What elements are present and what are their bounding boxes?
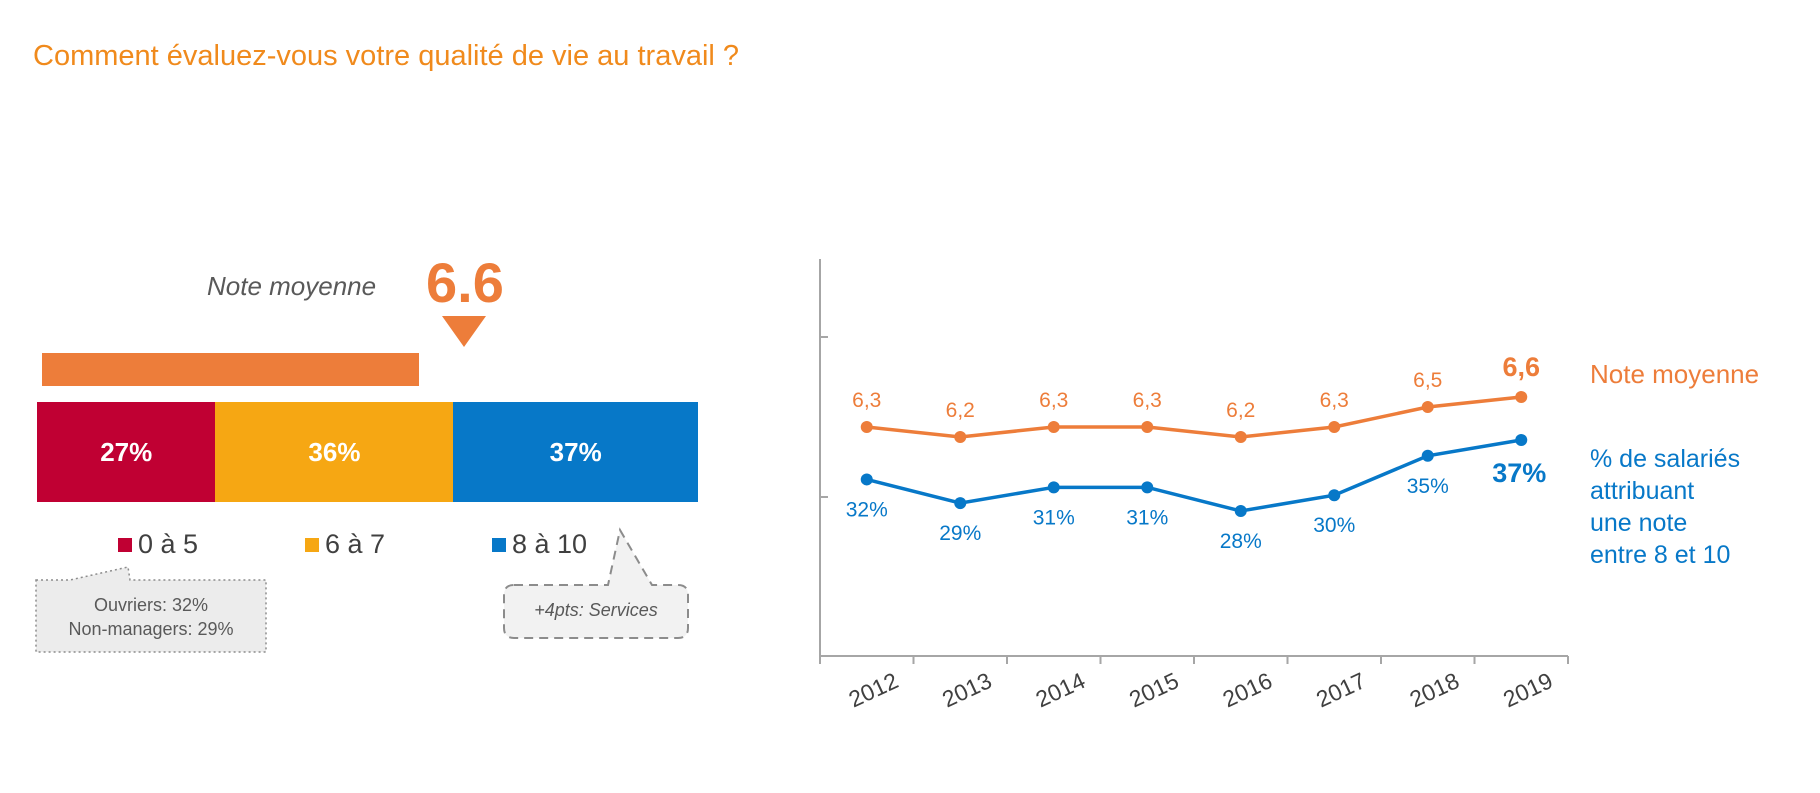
note-moyenne-point	[1234, 431, 1247, 443]
percent-8-10-point	[860, 473, 873, 486]
legend-swatch-yellow	[305, 537, 319, 552]
note-moyenne-line	[866, 395, 1522, 439]
x-tick-label: 2017	[1312, 667, 1369, 712]
legend-label: 0 à 5	[138, 529, 199, 559]
page-title: Comment évaluez-vous votre qualité de vi…	[33, 40, 740, 72]
percent-8-10-data-label: 30%	[1313, 514, 1355, 537]
note-moyenne-data-label: 6,2	[946, 399, 975, 422]
percent-8-10-data-label: 32%	[846, 498, 888, 521]
stacked-bar-segment-6-7: 36%	[215, 402, 454, 502]
percent-8-10-data-label: 31%	[1033, 506, 1075, 529]
legend-item-6-7: 6 à 7	[305, 529, 385, 560]
note-moyenne-point	[1141, 421, 1154, 433]
percent-8-10-data-label: 31%	[1126, 506, 1168, 529]
legend-swatch-red	[118, 537, 132, 552]
percent-8-10-point	[1047, 481, 1060, 494]
legend-swatch-blue	[492, 537, 506, 552]
x-tick-label: 2018	[1406, 667, 1463, 712]
percent-8-10-point	[954, 497, 967, 510]
note-moyenne-data-label: 6,6	[1502, 352, 1540, 382]
note-moyenne-data-label: 6,2	[1226, 399, 1255, 422]
note-moyenne-point	[954, 431, 967, 443]
note-moyenne-data-label: 6,5	[1413, 369, 1442, 392]
callout-left-line2: Non-managers: 29%	[68, 619, 234, 639]
average-score-value: 6.6	[426, 251, 504, 314]
percent-8-10-point	[1328, 489, 1341, 502]
average-marker-icon	[442, 316, 486, 347]
callout-right-bubble	[503, 527, 689, 639]
series-label-percent-8-10: % de salariés attribuant une note entre …	[1590, 443, 1740, 571]
legend-label: 8 à 10	[512, 529, 588, 559]
percent-8-10-data-label: 29%	[939, 522, 981, 545]
legend-label: 6 à 7	[325, 529, 386, 559]
note-moyenne-data-label: 6,3	[1320, 389, 1349, 412]
series-label-note-moyenne: Note moyenne	[1590, 359, 1760, 389]
x-tick-label: 2019	[1499, 667, 1556, 712]
note-moyenne-point	[1421, 401, 1434, 413]
stacked-bar: 27% 36% 37%	[37, 402, 698, 502]
x-tick-label: 2012	[845, 667, 902, 712]
legend-item-0-5: 0 à 5	[118, 529, 198, 560]
stacked-bar-segment-8-10: 37%	[453, 402, 698, 502]
x-tick-label: 2013	[938, 667, 995, 712]
callout-left: Ouvriers: 32% Non-managers: 29%	[36, 593, 266, 641]
x-tick-label: 2016	[1219, 667, 1276, 712]
percent-8-10-point	[1234, 505, 1247, 517]
average-score-bar	[42, 353, 419, 386]
average-score-label: Note moyenne	[207, 271, 377, 301]
callout-left-line1: Ouvriers: 32%	[93, 595, 209, 615]
series-label-line: entre 8 et 10	[1590, 541, 1731, 569]
series-label-line: % de salariés	[1590, 445, 1741, 473]
percent-8-10-data-label: 37%	[1492, 458, 1546, 488]
percent-8-10-point	[1421, 449, 1434, 462]
series-label-line: attribuant	[1590, 477, 1695, 505]
percent-8-10-data-label: 28%	[1220, 530, 1262, 553]
callout-left-bubble	[35, 566, 267, 653]
percent-8-10-line	[866, 438, 1522, 513]
x-tick-label: 2015	[1125, 667, 1182, 712]
series-label-line: une note	[1590, 509, 1688, 537]
percent-8-10-point	[1141, 481, 1154, 494]
note-moyenne-point	[1328, 421, 1341, 433]
note-moyenne-point	[1047, 421, 1060, 433]
note-moyenne-point	[1515, 391, 1528, 403]
legend-item-8-10: 8 à 10	[492, 529, 587, 560]
percent-8-10-data-label: 35%	[1407, 475, 1449, 498]
note-moyenne-data-label: 6,3	[1039, 389, 1068, 412]
percent-8-10-point	[1515, 434, 1528, 446]
note-moyenne-data-label: 6,3	[852, 389, 881, 412]
note-moyenne-data-label: 6,3	[1133, 389, 1162, 412]
stacked-bar-segment-0-5: 27%	[37, 402, 216, 502]
callout-right: +4pts: Services	[534, 600, 658, 620]
x-tick-label: 2014	[1032, 667, 1090, 712]
note-moyenne-point	[860, 421, 873, 433]
